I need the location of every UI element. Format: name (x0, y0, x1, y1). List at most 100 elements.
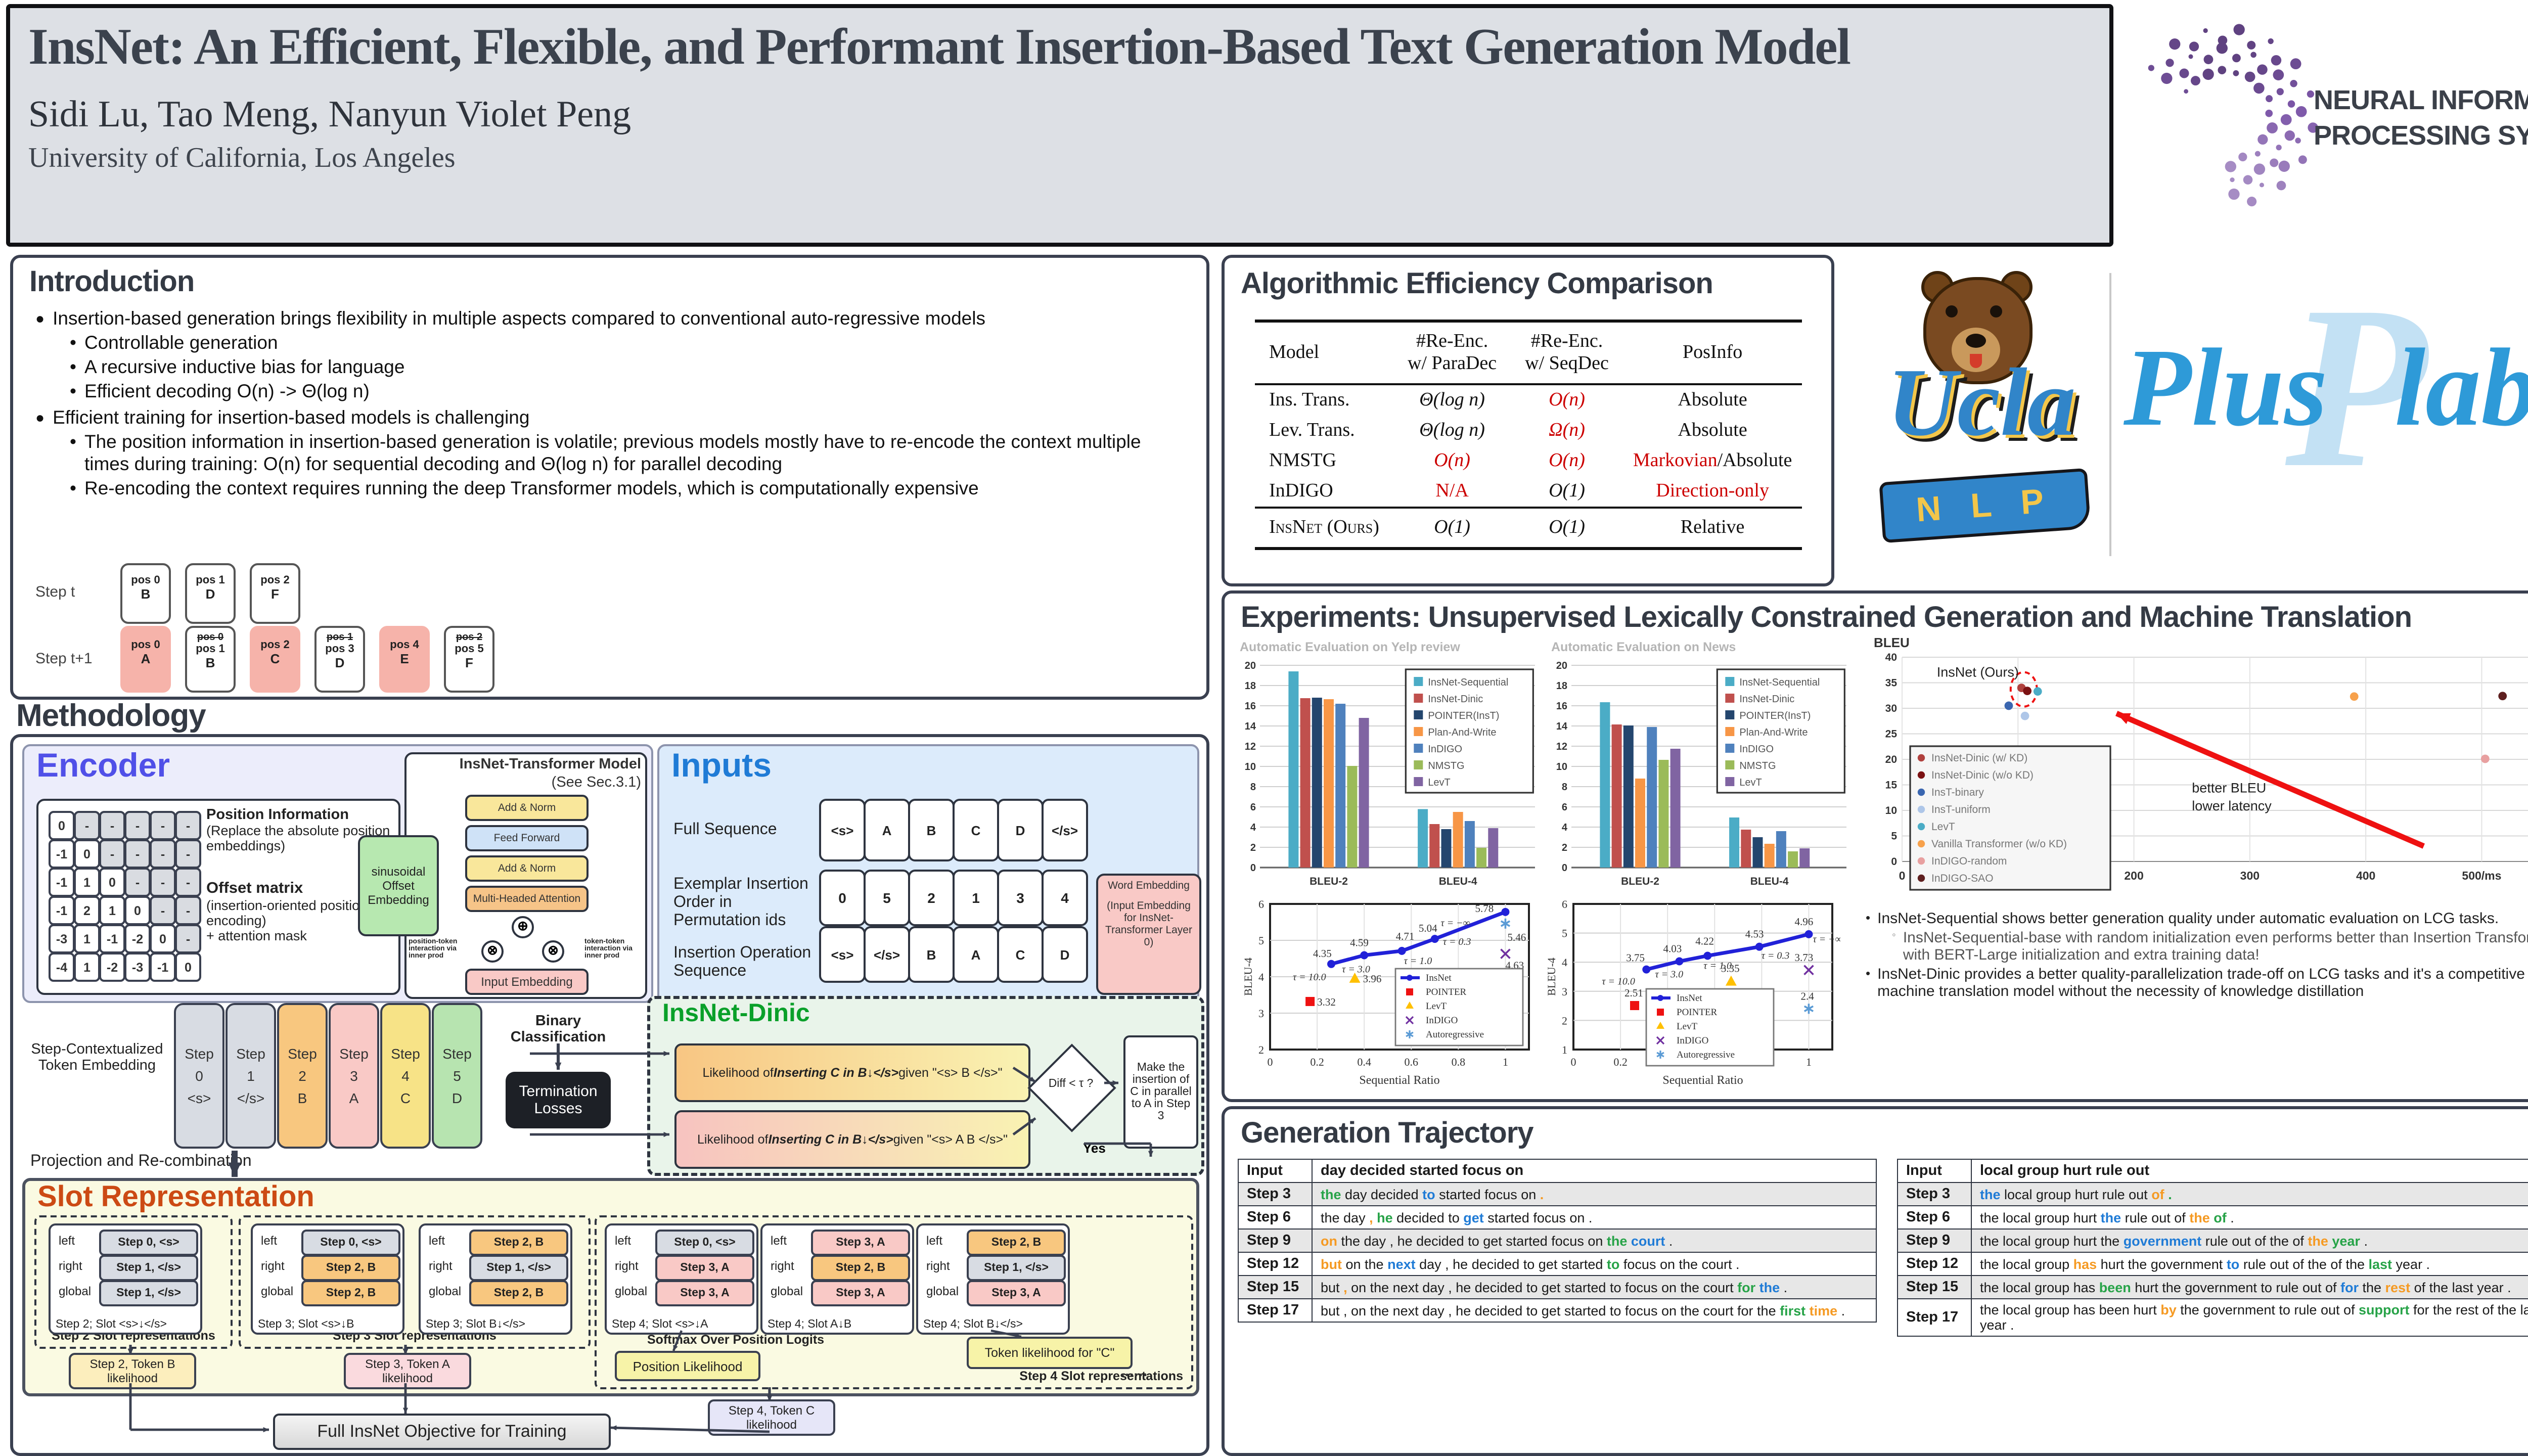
experiments-bullets: • InsNet-Sequential shows better generati… (1866, 908, 2528, 1002)
svg-text:Plan-And-Write: Plan-And-Write (1428, 727, 1496, 738)
logo-divider (2109, 273, 2111, 556)
svg-text:4: 4 (1562, 956, 1567, 969)
position-info-title: Position Information (206, 807, 349, 823)
dinic-title: InsNet-Dinic (662, 999, 810, 1027)
likelihood-chip: Step 4, Token C likelihood (708, 1399, 835, 1436)
matrix-cell: 2 (74, 896, 100, 925)
experiments-bullet: • InsNet-Dinic provides a better quality-… (1866, 966, 2525, 1000)
token-card: B (908, 799, 955, 861)
matrix-cell: 0 (49, 811, 75, 840)
svg-text:0.4: 0.4 (1357, 1056, 1371, 1068)
svg-text:τ = −∞: τ = −∞ (1440, 918, 1470, 929)
slot-chip: Step 1, </s> (99, 1280, 198, 1306)
svg-text:6: 6 (1250, 802, 1256, 813)
svg-text:35: 35 (1885, 677, 1898, 689)
matrix-cell: -2 (124, 924, 151, 953)
slot-chip: Step 1, </s> (99, 1255, 198, 1281)
matrix-cell: 1 (74, 924, 100, 953)
step-context-card: Step 2 B (277, 1003, 328, 1149)
svg-text:1: 1 (1562, 1043, 1567, 1056)
token-card: 1 (953, 870, 999, 926)
svg-text:4.59: 4.59 (1350, 937, 1369, 949)
svg-text:500/ms: 500/ms (2462, 869, 2501, 882)
encoder-title: Encoder (36, 746, 170, 784)
svg-text:3.32: 3.32 (1317, 996, 1336, 1008)
svg-text:BLEU-4: BLEU-4 (1242, 958, 1254, 996)
svg-text:0: 0 (1891, 856, 1897, 868)
svg-text:BLEU-2: BLEU-2 (1310, 876, 1348, 887)
svg-text:τ = −∞: τ = −∞ (1813, 934, 1840, 945)
svg-text:NMSTG: NMSTG (1739, 760, 1776, 771)
transformer-subtitle: (See Sec.3.1) (551, 775, 641, 791)
slot-chip: Step 0, <s> (655, 1230, 754, 1256)
step-contextualized-label: Step-Contextualized Token Embedding (31, 1041, 163, 1074)
svg-text:0: 0 (1562, 862, 1567, 874)
svg-text:InsNet: InsNet (1677, 993, 1702, 1004)
svg-text:InsNet-Dinic: InsNet-Dinic (1739, 694, 1794, 705)
svg-text:3.75: 3.75 (1626, 952, 1645, 964)
introduction-section: Introduction ● Insertion-based generation… (10, 255, 1209, 700)
ellipsis-label: ...... (1120, 1363, 1148, 1380)
offset-matrix-title: Offset matrix (206, 880, 303, 897)
inputs-panel: Inputs Full Sequence Exemplar Insertion … (657, 744, 1201, 1003)
step-t-label: Step t (35, 583, 75, 601)
matrix-cell: -2 (99, 952, 125, 982)
svg-text:1: 1 (1806, 1056, 1812, 1068)
svg-text:3: 3 (1562, 985, 1567, 998)
token-card: D (997, 799, 1044, 861)
svg-text:20: 20 (1885, 754, 1897, 765)
news-bar-chart: Automatic Evaluation on News 0 2 4 6 8 10 12 14 1… (1547, 639, 1850, 897)
svg-text:InsNet (Ours): InsNet (Ours) (1937, 664, 2019, 679)
svg-text:InDIGO: InDIGO (1426, 1015, 1458, 1026)
matrix-cell: - (175, 924, 201, 953)
offset-matrix-box: 0- - - - - -1 0- - - - -1 1 0- - - -1 2 1 0- - -3 1 -1 -2 0- -4 1-… (36, 799, 400, 995)
svg-text:8: 8 (1562, 782, 1567, 793)
token-card: </s> (1042, 799, 1088, 861)
step-context-card: Step 4 C (380, 1003, 431, 1149)
full-sequence-label: Full Sequence (673, 821, 777, 838)
svg-text:InsNet-Dinic (w/o KD): InsNet-Dinic (w/o KD) (1931, 769, 2034, 781)
step-context-card: Step 3 A (329, 1003, 379, 1149)
intro-sub-bullet: • Re-encoding the context requires runnin… (70, 477, 979, 498)
affiliation: University of California, Los Angeles (28, 143, 456, 174)
svg-text:BLEU-4: BLEU-4 (1750, 876, 1789, 887)
yelp-tradeoff-chart: 2 3 4 5 6 0 0.2 0.4 0.6 0.8 1 BLEU-4 Sequential Rati… (1242, 896, 1537, 1095)
svg-text:5.46: 5.46 (1507, 931, 1526, 943)
svg-text:6: 6 (1562, 802, 1567, 813)
token-card: </s> (864, 926, 910, 983)
pluslab-word1: Plus (2124, 326, 2328, 449)
svg-text:0.8: 0.8 (1452, 1056, 1466, 1068)
svg-text:POINTER(InsT): POINTER(InsT) (1428, 710, 1499, 721)
multiply-circle-icon: ⊗ (542, 940, 564, 963)
header: InsNet: An Efficient, Flexible, and Perf… (6, 4, 2113, 247)
matrix-cell: - (175, 896, 201, 925)
svg-text:0: 0 (1250, 862, 1256, 874)
transformer-block: Feed Forward (465, 825, 589, 851)
svg-text:InsNet-Sequential: InsNet-Sequential (1428, 677, 1508, 688)
svg-text:InDIGO-SAO: InDIGO-SAO (1931, 873, 1994, 884)
offset-matrix-sub2: + attention mask (206, 928, 307, 943)
trajectory-table-2: Input local group hurt rule out Step 3 the … (1897, 1159, 2528, 1337)
methodology-title: Methodology (16, 698, 206, 733)
svg-text:InDIGO: InDIGO (1739, 744, 1774, 755)
svg-text:τ = 1.0: τ = 1.0 (1703, 961, 1732, 972)
authors: Sidi Lu, Tao Meng, Nanyun Violet Peng (28, 94, 631, 135)
projection-label: Projection and Re-combination (30, 1153, 252, 1170)
matrix-cell: - (74, 811, 100, 840)
ucla-nlp-banner: N L P (1879, 468, 2091, 543)
svg-text:LevT: LevT (1677, 1021, 1698, 1032)
transformer-block: Multi-Headed Attention (465, 886, 589, 912)
svg-text:BLEU-4: BLEU-4 (1439, 876, 1477, 887)
pos-tok-label: position-token interaction via inner pro… (409, 938, 458, 960)
svg-text:better BLEU: better BLEU (2192, 781, 2266, 796)
svg-text:5: 5 (1891, 831, 1897, 842)
op-seq-label: Insertion Operation Sequence (673, 944, 811, 980)
svg-text:Sequential Ratio: Sequential Ratio (1359, 1074, 1439, 1087)
experiments-bullet: ◦ InsNet-Sequential-base with random init… (1892, 929, 2528, 964)
